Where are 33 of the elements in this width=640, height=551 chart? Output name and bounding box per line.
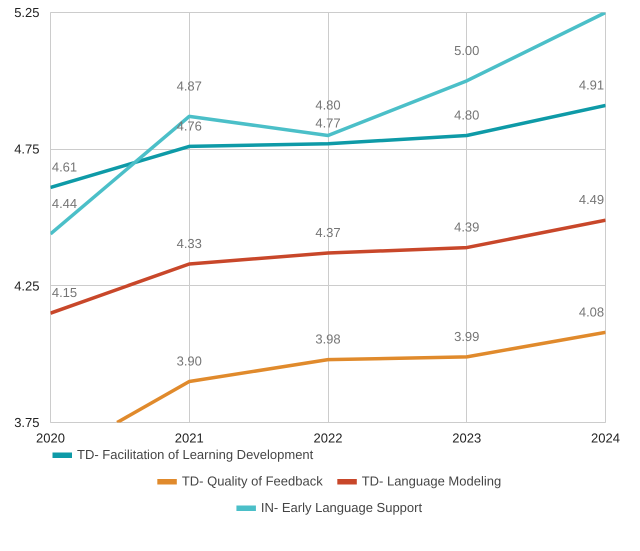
line-series <box>115 330 606 422</box>
data-label: 4.80 <box>454 108 480 122</box>
data-label: 4.61 <box>52 159 78 174</box>
x-tick-label: 2021 <box>174 430 204 446</box>
y-tick-label: 3.75 <box>14 415 40 430</box>
y-tick-label: 4.25 <box>14 278 40 294</box>
x-tick-label: 2020 <box>36 430 65 446</box>
y-tick-label: 4.75 <box>14 142 40 157</box>
y-tick-label: 5.25 <box>14 5 40 20</box>
data-label: 4.44 <box>52 196 78 211</box>
x-tick-label: 2022 <box>314 430 342 446</box>
legend-label: TD- Language Modeling <box>362 474 502 488</box>
data-label: 4.08 <box>578 304 604 320</box>
x-tick-label: 2024 <box>591 430 620 446</box>
legend-label: TD- Facilitation of Learning Development <box>77 447 314 462</box>
data-label: 3.98 <box>315 332 341 347</box>
data-label: 5.00 <box>454 42 480 58</box>
data-label: 4.80 <box>315 98 341 112</box>
data-label: 3.90 <box>176 354 202 368</box>
data-label: 4.91 <box>578 77 604 92</box>
data-label: 4.15 <box>52 285 78 300</box>
data-label: 4.87 <box>176 78 202 94</box>
line-series <box>50 218 606 315</box>
data-label: 4.77 <box>315 116 341 131</box>
line-series <box>50 12 606 236</box>
data-label: 4.49 <box>578 192 604 208</box>
data-label: 3.99 <box>454 328 480 344</box>
data-label: 4.39 <box>454 220 480 235</box>
data-label: 4.33 <box>176 236 202 251</box>
x-tick-label: 2023 <box>452 430 482 446</box>
data-label: 4.37 <box>315 225 341 240</box>
legend-label: IN- Early Language Support <box>260 500 422 515</box>
legend-label: TD- Quality of Feedback <box>182 474 323 488</box>
